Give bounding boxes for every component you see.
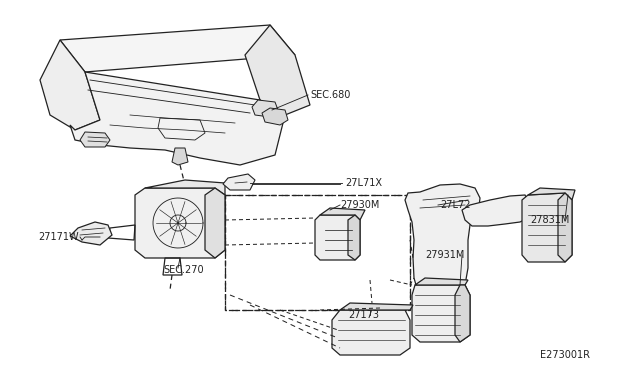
Polygon shape <box>462 195 530 226</box>
Polygon shape <box>252 100 278 117</box>
Polygon shape <box>205 188 225 258</box>
Text: 27171W: 27171W <box>38 232 79 242</box>
Polygon shape <box>262 108 288 125</box>
Polygon shape <box>135 188 225 258</box>
Polygon shape <box>332 310 410 355</box>
Polygon shape <box>40 40 100 130</box>
Polygon shape <box>455 285 470 342</box>
Text: SEC.270: SEC.270 <box>163 265 204 275</box>
Polygon shape <box>60 25 295 72</box>
Polygon shape <box>245 25 310 115</box>
Text: 27930M: 27930M <box>340 200 380 210</box>
Text: 27173: 27173 <box>348 310 379 320</box>
Polygon shape <box>172 148 188 165</box>
Polygon shape <box>415 278 468 285</box>
Text: 27931M: 27931M <box>425 250 465 260</box>
Bar <box>225 195 410 310</box>
Text: E273001R: E273001R <box>540 350 590 360</box>
Polygon shape <box>405 184 480 305</box>
Polygon shape <box>70 72 285 165</box>
Polygon shape <box>558 193 572 262</box>
Polygon shape <box>145 180 225 195</box>
Polygon shape <box>528 188 575 200</box>
Polygon shape <box>348 215 360 260</box>
Polygon shape <box>522 193 572 262</box>
Polygon shape <box>223 174 255 190</box>
Polygon shape <box>412 285 470 342</box>
Text: 27831M: 27831M <box>530 215 570 225</box>
Polygon shape <box>315 215 360 260</box>
Polygon shape <box>70 222 112 245</box>
Polygon shape <box>320 208 365 220</box>
Text: SEC.680: SEC.680 <box>310 90 350 100</box>
Text: 27L71X: 27L71X <box>345 178 382 188</box>
Text: 27L72: 27L72 <box>440 200 470 210</box>
Polygon shape <box>80 132 110 147</box>
Polygon shape <box>340 303 413 310</box>
